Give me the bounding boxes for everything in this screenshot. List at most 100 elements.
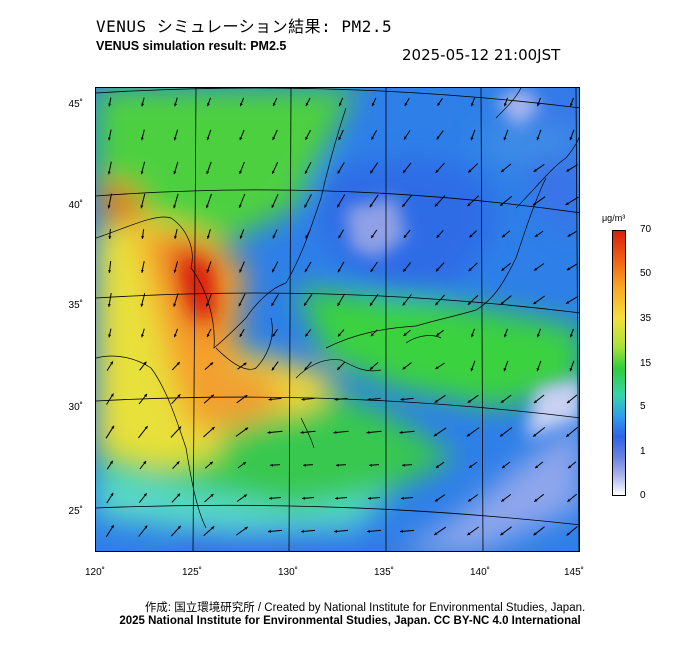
- wind-arrow-head: [503, 137, 507, 141]
- wind-arrow-head: [533, 532, 537, 536]
- colorbar-label-15: 15: [640, 358, 652, 369]
- wind-arrow-head: [140, 269, 144, 273]
- wind-arrow-head: [402, 302, 406, 306]
- timestamp: 2025-05-12 21:00JST: [402, 46, 561, 64]
- wind-arrow-head: [141, 334, 144, 338]
- wind-arrow-head: [211, 427, 215, 431]
- wind-arrow-head: [206, 235, 210, 239]
- coastlines: [96, 88, 579, 529]
- wind-arrow-head: [570, 334, 573, 338]
- wind-arrow-head: [566, 267, 571, 271]
- wind-arrow-head: [107, 205, 111, 209]
- pm25-map: [95, 87, 580, 552]
- colorbar-label-1: 1: [640, 446, 646, 457]
- colorbar-label-50: 50: [640, 268, 652, 279]
- wind-arrow-head: [272, 333, 276, 337]
- wind-arrow-head: [244, 526, 248, 530]
- wind-arrow-head: [207, 103, 210, 107]
- colorbar-label-0: 0: [640, 490, 646, 501]
- wind-arrow-head: [435, 268, 439, 272]
- wind-arrow-head: [533, 168, 537, 172]
- wind-arrow-head: [271, 302, 275, 306]
- wind-arrow-head: [210, 394, 214, 398]
- wind-arrow-head: [143, 361, 147, 365]
- wind-arrow-head: [206, 171, 210, 175]
- wind-arrow-head: [435, 498, 439, 502]
- wind-arrow-head: [110, 525, 114, 529]
- wind-arrow-head: [210, 362, 214, 366]
- wind-arrow-head: [399, 430, 403, 434]
- wind-arrow-head: [143, 493, 147, 497]
- wind-arrow-head: [177, 394, 181, 398]
- wind-arrow-head: [337, 204, 340, 208]
- wind-arrow-head: [174, 334, 177, 338]
- wind-arrow-head: [537, 103, 540, 107]
- wind-arrow-head: [110, 361, 113, 365]
- wind-arrow-head: [268, 397, 272, 401]
- wind-arrow-head: [271, 367, 275, 371]
- wind-arrow-head: [305, 136, 309, 140]
- wind-arrow-head: [209, 461, 213, 465]
- wind-arrow-head: [568, 465, 572, 469]
- wind-arrow-head: [534, 267, 538, 271]
- wind-arrow-head: [504, 334, 507, 338]
- wind-arrow-head: [272, 102, 276, 107]
- wind-arrow-head: [367, 397, 371, 401]
- wind-arrow-head: [177, 525, 181, 529]
- wind-arrow-head: [434, 399, 438, 403]
- wind-arrow-head: [367, 529, 370, 533]
- lon-label-120: 120˚: [84, 567, 105, 578]
- wind-arrow-head: [566, 300, 570, 304]
- wind-arrow-head: [239, 333, 243, 337]
- wind-arrow-head: [305, 102, 309, 106]
- lon-label-130: 130˚: [277, 567, 298, 578]
- wind-arrow-head: [206, 204, 209, 209]
- wind-arrow-head: [470, 137, 474, 141]
- wind-arrow-head: [173, 269, 177, 273]
- wind-arrow-head: [536, 137, 540, 141]
- wind-arrow-head: [108, 103, 112, 107]
- wind-arrow-head: [567, 233, 571, 237]
- wind-arrow-head: [402, 203, 406, 207]
- wind-arrow-head: [434, 203, 438, 207]
- wind-arrow-head: [369, 366, 373, 370]
- wind-arrow-head: [173, 205, 177, 209]
- wind-arrow-head: [567, 400, 571, 404]
- lat-label-40: 40˚: [68, 200, 83, 211]
- wind-arrow-head: [400, 529, 403, 533]
- wind-arrow-head: [336, 463, 339, 467]
- wind-arrow-head: [434, 532, 438, 535]
- wind-arrow-head: [242, 462, 246, 465]
- wind-arrow-head: [501, 267, 505, 271]
- wind-arrow-head: [239, 136, 243, 141]
- colorbar-unit: μg/m³: [602, 213, 626, 223]
- wind-arrow-head: [532, 202, 537, 206]
- wind-arrow-head: [566, 532, 570, 536]
- wind-arrow-head: [534, 498, 538, 502]
- wind-arrow-head: [206, 333, 210, 338]
- wind-arrow-head: [504, 103, 507, 107]
- wind-arrow-head: [108, 270, 112, 273]
- wind-arrow-head: [334, 397, 338, 401]
- wind-arrow-head: [140, 137, 144, 141]
- wind-arrow-head: [369, 463, 372, 467]
- wind-arrow-head: [272, 235, 276, 239]
- wind-arrow-head: [537, 334, 540, 338]
- wind-arrow-head: [469, 234, 473, 238]
- wind-arrow-head: [500, 400, 504, 403]
- credit-text: 作成: 国立環境研究所 / Created by National Instit…: [144, 602, 586, 614]
- wind-arrow-head: [108, 137, 111, 141]
- wind-arrow-head: [304, 367, 308, 371]
- wind-arrow-head: [140, 171, 144, 175]
- wind-arrow-head: [500, 532, 504, 536]
- wind-arrow-head: [239, 235, 243, 239]
- wind-arrow-head: [303, 463, 306, 467]
- wind-arrow-head: [305, 333, 309, 337]
- wind-arrow-head: [206, 137, 210, 141]
- wind-arrow-head: [304, 302, 307, 306]
- wind-arrow-head: [206, 303, 209, 307]
- wind-arrow-head: [211, 526, 215, 530]
- wind-arrow-head: [468, 465, 473, 468]
- lon-label-145: 145˚: [563, 567, 584, 578]
- wind-arrow-head: [437, 102, 441, 106]
